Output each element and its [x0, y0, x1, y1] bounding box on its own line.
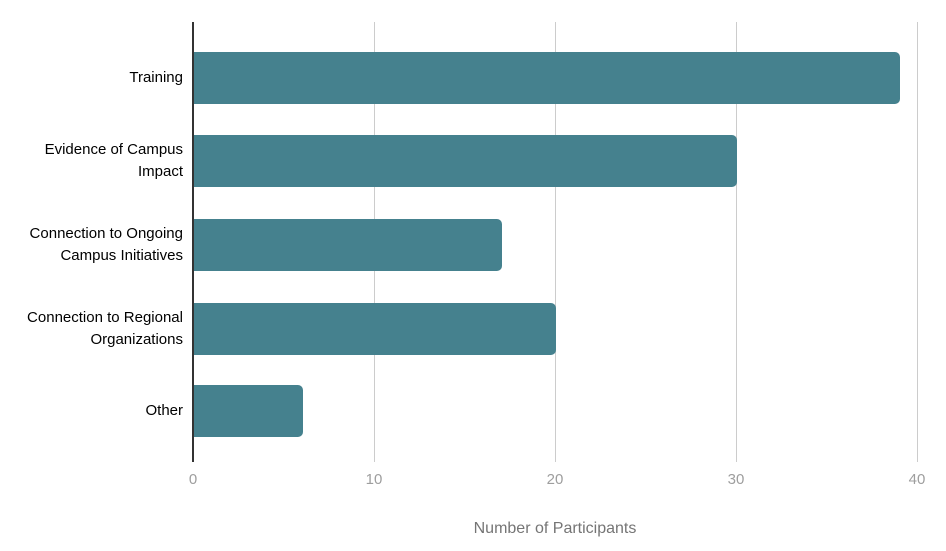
x-tick-label: 0 [188, 471, 198, 488]
category-label: Training [129, 69, 183, 86]
bar-connection-to-ongoing-campus-initiatives [194, 219, 502, 271]
category-label: Connection to Ongoing Campus Initiatives [29, 225, 183, 264]
x-tick-label: 30 [727, 471, 745, 488]
bar-other [194, 385, 303, 437]
bar-evidence-of-campus-impact [194, 135, 737, 187]
gridline [736, 22, 737, 462]
category-label: Other [145, 402, 183, 419]
x-tick-label: 40 [908, 471, 926, 488]
bar-training [194, 52, 900, 104]
category-label: Connection to Regional Organizations [27, 309, 183, 348]
y-axis-line [192, 22, 194, 462]
gridline [555, 22, 556, 462]
gridline [917, 22, 918, 462]
bar-connection-to-regional-organizations [194, 303, 556, 355]
plot-area [192, 22, 918, 462]
x-axis-title: Number of Participants [473, 520, 637, 537]
x-tick-label: 10 [365, 471, 383, 488]
category-label: Evidence of Campus Impact [44, 141, 183, 180]
x-tick-label: 20 [546, 471, 564, 488]
